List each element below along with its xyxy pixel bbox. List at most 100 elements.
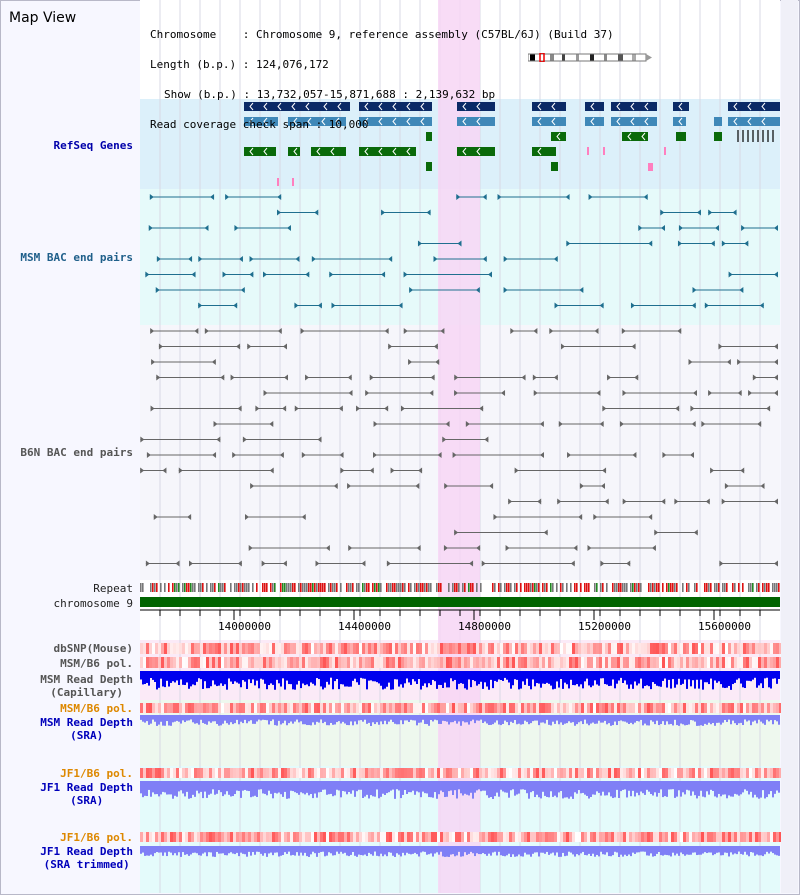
chromosome-bar[interactable]	[140, 597, 780, 607]
heat-cell	[347, 657, 350, 668]
heat-cell	[587, 768, 590, 778]
msm-bac-track[interactable]	[145, 194, 778, 309]
repeat-mark	[550, 583, 552, 592]
depth-bar	[360, 846, 362, 856]
depth-bar	[352, 846, 354, 852]
depth-bar	[156, 781, 158, 795]
depth-bar	[416, 846, 418, 855]
repeat-mark	[318, 583, 320, 592]
depth-bar	[660, 781, 662, 790]
heat-cell	[572, 703, 575, 713]
repeat-mark	[200, 583, 202, 592]
heat-cell	[689, 643, 692, 654]
heat-cell	[251, 643, 254, 654]
heat-cell	[251, 768, 254, 778]
gene-block	[532, 117, 566, 126]
gene-block	[457, 117, 495, 126]
refseq-gene-track[interactable]	[244, 102, 780, 186]
depth-bar	[158, 715, 160, 725]
depth-bar	[148, 715, 150, 725]
depth-bar	[544, 846, 546, 854]
heat-cell	[167, 768, 170, 778]
heat-cell	[206, 657, 209, 668]
repeat-mark	[236, 583, 238, 592]
heat-cell	[713, 768, 716, 778]
heat-cell	[581, 703, 584, 713]
depth-bar	[392, 846, 394, 856]
heat-cell	[773, 768, 776, 778]
heat-cell	[422, 703, 425, 713]
bac-end	[648, 240, 653, 247]
depth-bar	[370, 846, 372, 855]
bac-end	[602, 467, 607, 474]
heat-cell	[488, 768, 491, 778]
depth-bar	[556, 671, 558, 682]
depth-bar	[516, 715, 518, 725]
heat-cell	[194, 657, 197, 668]
depth-bar	[560, 671, 562, 679]
bac-end	[148, 225, 153, 231]
depth-bar	[428, 715, 430, 726]
depth-bar	[258, 715, 260, 720]
depth-bar	[770, 781, 772, 792]
chromosome-ideogram[interactable]	[528, 53, 653, 62]
heat-cell	[773, 657, 776, 668]
repeat-mark	[756, 583, 758, 592]
heat-cell	[299, 768, 302, 778]
depth-bar	[414, 715, 416, 721]
heat-cell	[422, 832, 425, 842]
heat-cell	[269, 703, 272, 713]
bac-end	[481, 560, 486, 567]
depth-bar	[420, 715, 422, 723]
heat-cell	[698, 768, 701, 778]
depth-bar	[604, 781, 606, 796]
heat-cell	[425, 703, 428, 713]
depth-bar	[186, 846, 188, 855]
depth-bar	[546, 781, 548, 797]
strand-arrow	[420, 102, 425, 111]
heat-cell	[734, 768, 737, 778]
depth-bar	[164, 781, 166, 793]
strand-arrow	[747, 102, 752, 111]
depth-bar	[178, 846, 180, 853]
depth-bar	[298, 715, 300, 723]
heat-cell	[440, 703, 443, 713]
depth-bar	[570, 671, 572, 680]
heat-cell	[314, 657, 317, 668]
heat-cell	[404, 657, 407, 668]
depth-bar	[524, 715, 526, 721]
bac-end	[621, 328, 626, 334]
repeat-mark	[290, 583, 292, 592]
depth-bar	[754, 846, 756, 856]
depth-bar	[508, 846, 510, 854]
bac-end	[638, 225, 643, 231]
heat-cell	[548, 643, 551, 654]
depth-bar	[416, 671, 418, 685]
repeat-mark	[464, 583, 466, 592]
depth-bar	[600, 715, 602, 723]
heat-cell	[308, 768, 311, 778]
depth-bar	[418, 781, 420, 793]
heat-cell	[335, 768, 338, 778]
heat-cell	[212, 768, 215, 778]
depth-bar	[590, 846, 592, 856]
heat-cell	[458, 768, 461, 778]
depth-bar	[742, 671, 744, 688]
depth-bar	[254, 671, 256, 686]
bac-end	[416, 545, 421, 551]
strand-arrow	[537, 102, 542, 111]
heat-cell	[668, 768, 671, 778]
depth-bar	[772, 846, 774, 854]
heat-cell	[749, 768, 752, 778]
depth-bar	[222, 781, 224, 797]
depth-bar	[378, 671, 380, 684]
depth-bar	[346, 846, 348, 856]
depth-bar	[674, 715, 676, 720]
b6n-bac-track[interactable]	[140, 328, 778, 567]
heat-cell	[455, 703, 458, 713]
heat-cell	[425, 768, 428, 778]
bac-end	[140, 467, 145, 474]
depth-bar	[586, 671, 588, 679]
heat-cell	[482, 657, 485, 668]
